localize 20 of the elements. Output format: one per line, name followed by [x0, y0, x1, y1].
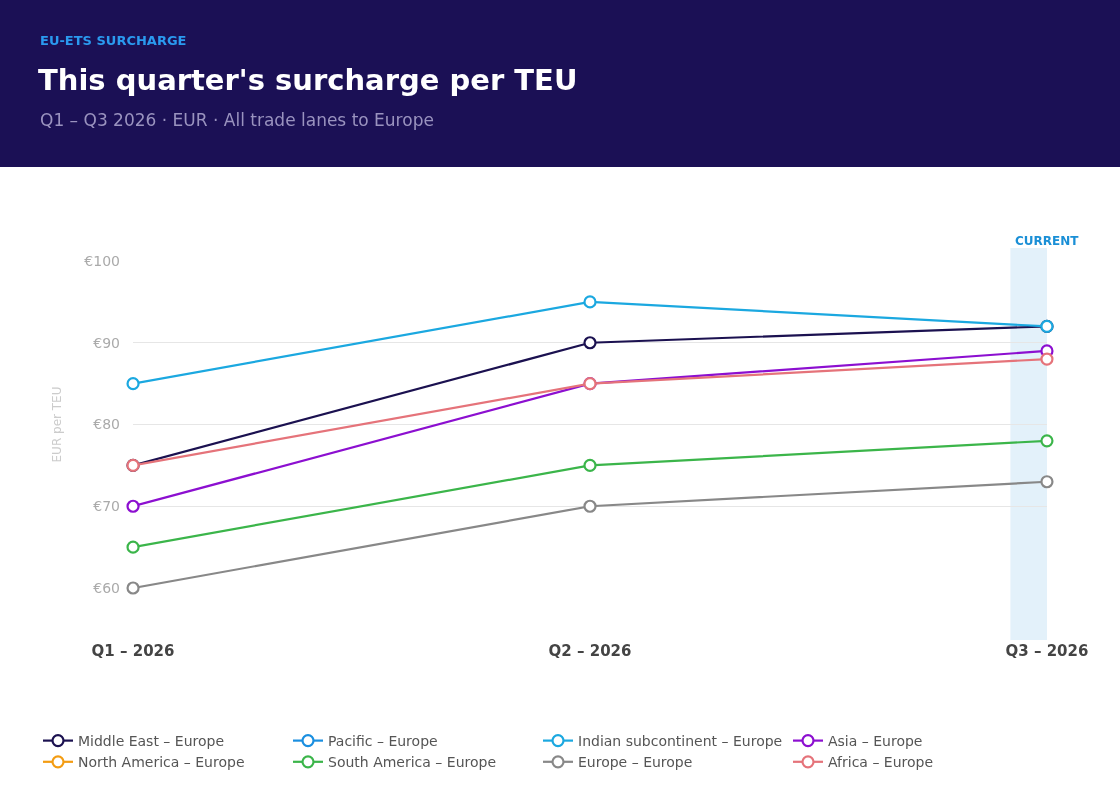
y-tick-label: €100	[84, 252, 120, 269]
y-tick-label: €80	[93, 416, 120, 433]
y-tick-label: €90	[93, 334, 120, 351]
band-label: CURRENT	[1015, 234, 1080, 248]
x-tick-label: Q3 – 2026	[1005, 642, 1089, 660]
legend-label: North America – Europe	[78, 754, 245, 771]
text: EU-ETS SURCHARGE	[40, 33, 187, 48]
y-tick-label: €70	[93, 498, 120, 515]
legend-label: South America – Europe	[328, 754, 497, 771]
x-tick-label: Q2 – 2026	[548, 642, 632, 660]
legend-label: Pacific – Europe	[328, 733, 438, 750]
legend-label: Indian subcontinent – Europe	[578, 733, 783, 750]
chart-title: This quarter's surcharge per TEU	[38, 63, 578, 98]
legend-label: Africa – Europe	[828, 754, 934, 771]
x-tick-label: Q1 – 2026	[91, 642, 175, 660]
legend-label: Europe – Europe	[578, 754, 693, 771]
chart-subtitle: Q1 – Q3 2026 · EUR · All trade lanes to Europe	[40, 110, 434, 130]
legend-label: Middle East – Europe	[78, 733, 225, 750]
legend-label: Asia – Europe	[828, 733, 923, 750]
y-tick-label: €60	[93, 579, 120, 596]
